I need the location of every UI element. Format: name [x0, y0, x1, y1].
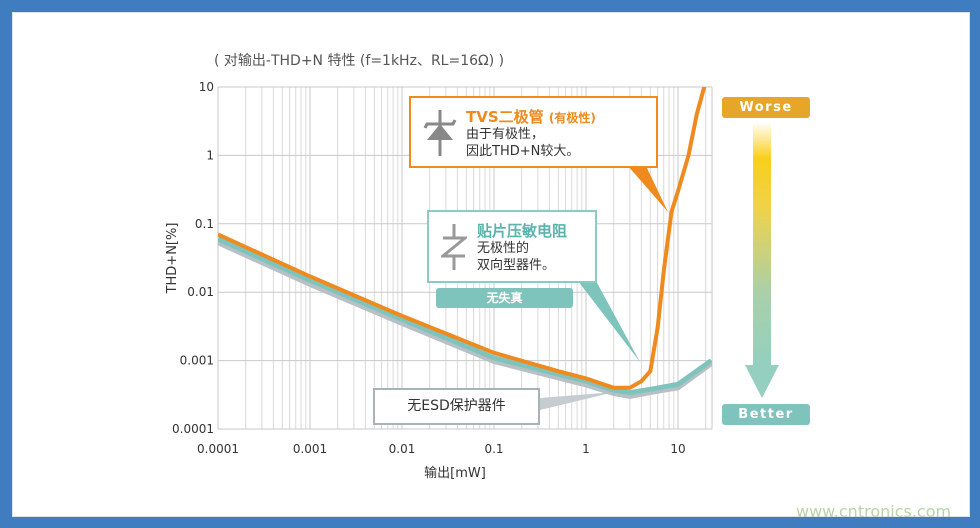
chart-title: ( 对输出-THD+N 特性 (f=1kHz、RL=16Ω) )	[214, 53, 505, 69]
x-tick-label: 10	[670, 442, 685, 456]
y-tick-label: 0.001	[180, 354, 214, 368]
x-tick-label: 0.1	[484, 442, 503, 456]
series-line-2	[218, 87, 707, 390]
no-distortion-label: 无失真	[436, 288, 573, 308]
tvs-pointer	[628, 166, 668, 212]
x-tick-label: 1	[582, 442, 590, 456]
scale-arrow	[753, 122, 771, 367]
x-tick-label: 0.01	[389, 442, 416, 456]
better-label: Better	[722, 404, 810, 425]
tvs-callout: TVS二极管 (有极性) 由于有极性， 因此THD+N较大。	[409, 96, 658, 168]
y-tick-label: 0.1	[195, 217, 214, 231]
worse-label: Worse	[722, 97, 810, 118]
no-esd-callout: 无ESD保护器件	[373, 388, 540, 425]
y-tick-label: 0.0001	[172, 422, 214, 436]
tvs-desc: 由于有极性， 因此THD+N较大。	[466, 127, 580, 159]
varistor-desc: 无极性的 双向型器件。	[477, 241, 556, 273]
watermark: www.cntronics.com	[796, 502, 952, 521]
y-tick-label: 10	[199, 80, 214, 94]
y-axis-label: THD+N[%]	[165, 223, 180, 295]
series-line-1	[218, 236, 712, 396]
x-axis-label: 输出[mW]	[424, 465, 486, 481]
y-tick-label: 1	[206, 148, 214, 162]
arrow-down-icon	[745, 365, 779, 398]
tvs-diode-icon	[423, 110, 457, 156]
x-tick-label: 0.0001	[197, 442, 239, 456]
tvs-title: TVS二极管 (有极性)	[466, 108, 596, 126]
varistor-icon	[441, 224, 467, 270]
y-tick-label: 0.01	[187, 285, 214, 299]
x-tick-label: 0.001	[293, 442, 327, 456]
series-line-0	[218, 240, 712, 399]
varistor-callout: 贴片压敏电阻 无极性的 双向型器件。	[427, 210, 597, 283]
no-esd-pointer	[540, 392, 615, 410]
varistor-pointer	[578, 281, 640, 362]
varistor-title: 贴片压敏电阻	[477, 222, 568, 240]
